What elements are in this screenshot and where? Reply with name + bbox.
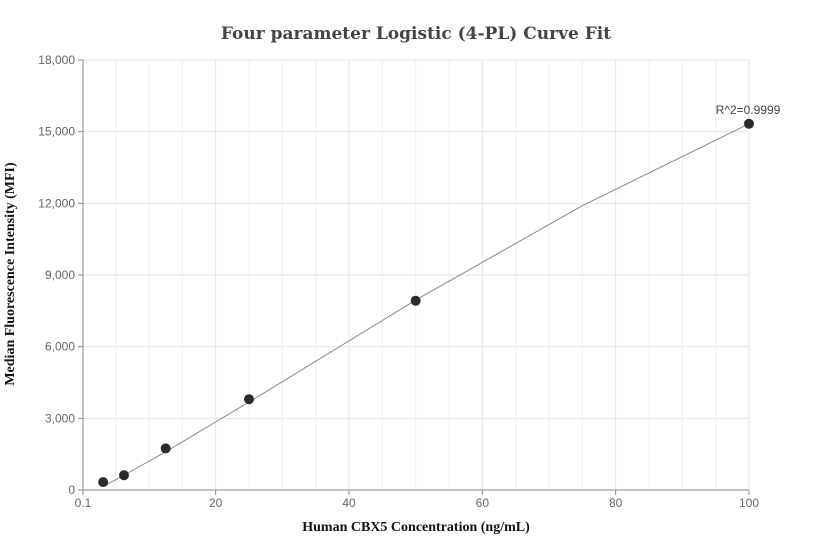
- chart-title: Four parameter Logistic (4-PL) Curve Fit: [221, 24, 611, 44]
- grid: [82, 59, 750, 491]
- data-point: [410, 295, 421, 306]
- y-tick-label: 0: [68, 483, 75, 497]
- y-tick-label: 9,000: [45, 268, 75, 282]
- x-tick-label: 20: [209, 496, 223, 510]
- data-point: [98, 477, 109, 488]
- y-axis-label: Median Fluorescence Intensity (MFI): [3, 162, 18, 386]
- y-tick-label: 12,000: [38, 196, 75, 210]
- x-tick-label: 0.1: [75, 496, 92, 510]
- r-squared-annotation: R^2=0.9999: [716, 103, 781, 117]
- x-tick-label: 40: [342, 496, 356, 510]
- tick-labels: 0 3,000 6,000 9,000 12,000 15,000 18,000 0.1 20 4…: [38, 53, 759, 510]
- y-tick-label: 3,000: [45, 411, 75, 425]
- fit-curve-line: [102, 123, 750, 487]
- y-tick-label: 18,000: [38, 53, 75, 67]
- data-point: [744, 118, 754, 129]
- x-axis-label: Human CBX5 Concentration (ng/mL): [302, 520, 530, 535]
- axes: [78, 59, 750, 495]
- y-tick-label: 15,000: [38, 125, 75, 139]
- data-point: [244, 394, 254, 405]
- data-points: [98, 118, 754, 488]
- fit-curve: [102, 123, 750, 487]
- x-tick-label: 80: [609, 496, 623, 510]
- data-point: [119, 470, 129, 481]
- y-tick-label: 6,000: [45, 340, 75, 354]
- x-tick-label: 60: [476, 496, 490, 510]
- data-point: [160, 443, 171, 454]
- x-tick-label: 100: [739, 496, 759, 510]
